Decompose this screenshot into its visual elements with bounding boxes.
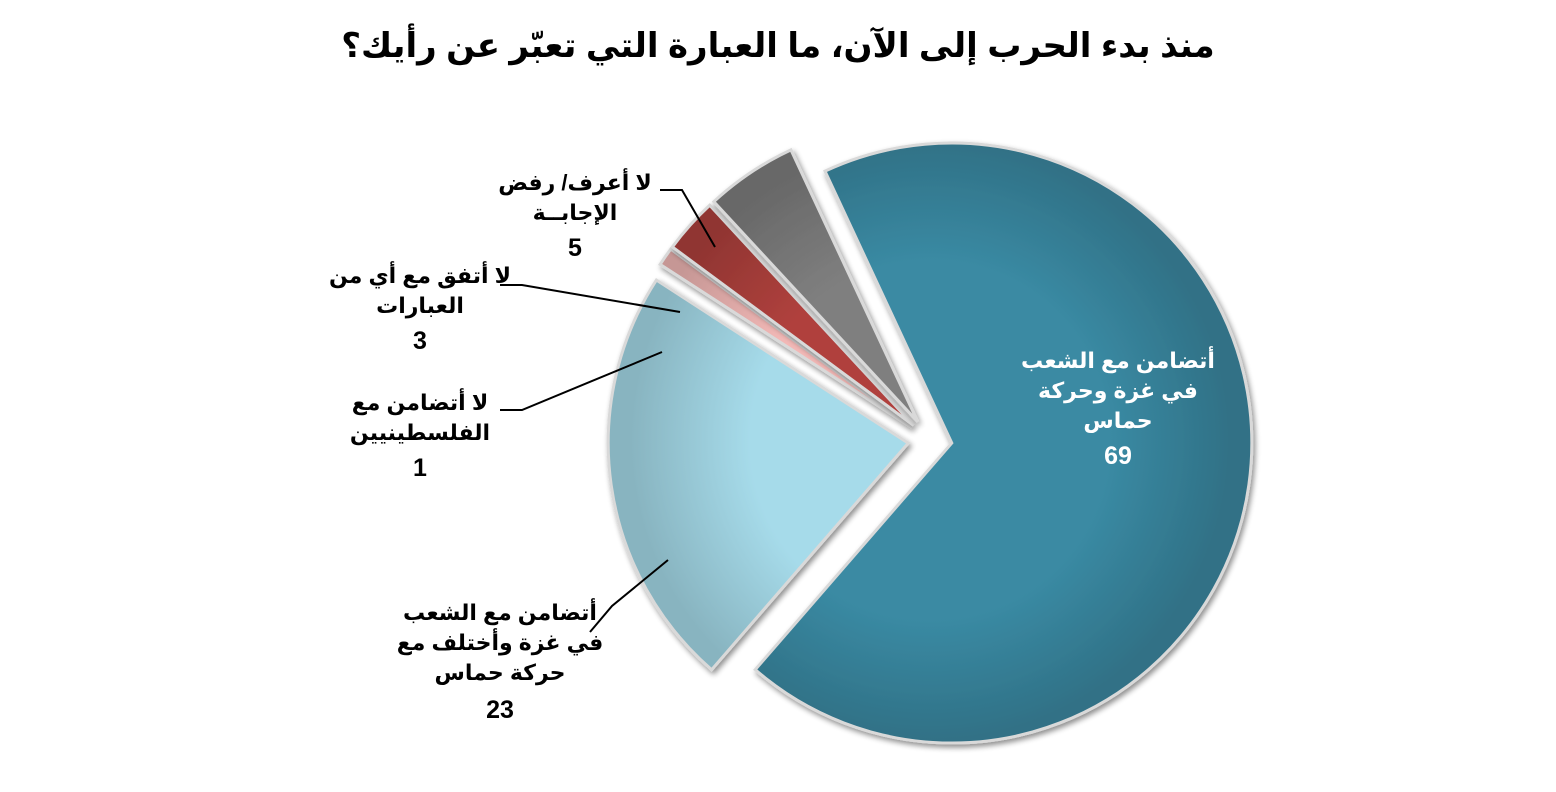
slice-value-4: 5 xyxy=(568,234,582,262)
slice-label-line: أتضامن مع الشعب xyxy=(1021,345,1215,374)
slice-label-0: أتضامن مع الشعب في غزة وحركة حماس xyxy=(1021,345,1215,433)
slice-value-2: 1 xyxy=(413,454,427,482)
slice-value-0: 69 xyxy=(1104,442,1132,470)
slice-value-1: 23 xyxy=(486,696,514,724)
leader-line-4 xyxy=(660,189,716,248)
slice-label-line: العبارات xyxy=(376,293,464,318)
slice-label-3: لا أتفق مع أي من العبارات xyxy=(329,260,511,318)
pie-slice-2 xyxy=(658,246,913,429)
slice-label-line: لا أتضامن مع xyxy=(352,387,488,416)
slice-value-3: 3 xyxy=(413,327,427,355)
pie-slice-1 xyxy=(606,277,911,672)
leader-line-3 xyxy=(500,284,681,313)
chart-title: منذ بدء الحرب إلى الآن، ما العبارة التي … xyxy=(341,27,1215,65)
slice-label-line: الإجابــة xyxy=(533,200,618,225)
slice-label-line: في غزة وأختلف مع xyxy=(397,627,604,656)
slice-label-line: أتضامن مع الشعب xyxy=(403,597,597,626)
slice-label-1: أتضامن مع الشعب في غزة وأختلف مع حركة حماس xyxy=(397,597,604,686)
slice-label-line: حماس xyxy=(1083,408,1152,433)
slice-label-line: في غزة وحركة xyxy=(1038,378,1198,404)
pie-slice-0 xyxy=(753,141,1254,745)
pie-slice-3 xyxy=(670,203,915,427)
slice-label-line: لا أتفق مع أي من xyxy=(329,260,511,289)
slice-label-line: لا أعرف/ رفض xyxy=(498,167,652,196)
pie-slice-4 xyxy=(711,147,920,423)
slice-label-line: حركة حماس xyxy=(434,660,565,686)
slice-label-4: لا أعرف/ رفض الإجابــة xyxy=(498,167,652,225)
slice-label-line: الفلسطينيين xyxy=(350,420,490,446)
leader-line-2 xyxy=(500,351,663,411)
leader-line-1 xyxy=(589,559,669,633)
slice-label-2: لا أتضامن مع الفلسطينيين xyxy=(350,387,490,446)
